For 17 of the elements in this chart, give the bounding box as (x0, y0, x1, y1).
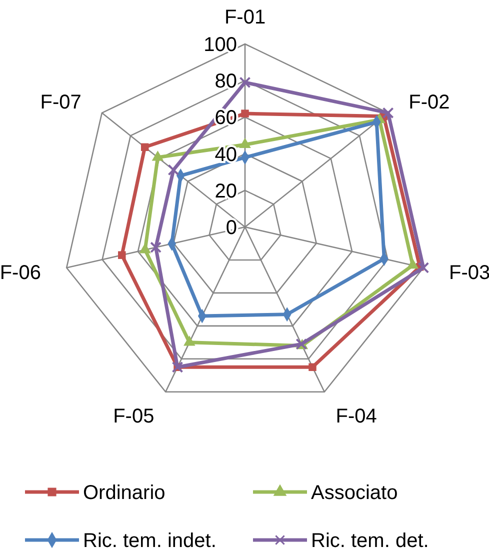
y-tick-label: 80 (214, 70, 237, 93)
legend-label: Ordinario (83, 482, 166, 504)
legend-label: Ric. tem. indet. (83, 530, 216, 552)
legend-label: Ric. tem. det. (311, 530, 429, 552)
y-tick-label: 20 (214, 180, 237, 202)
spoke-label: F-03 (449, 262, 489, 284)
y-tick-label: 40 (214, 144, 237, 166)
spoke-label: F-04 (336, 405, 377, 428)
y-tick-label: 0 (226, 217, 237, 239)
spoke-label: F-05 (113, 405, 154, 428)
spoke-label: F-07 (40, 91, 82, 114)
spoke-label: F-01 (224, 6, 266, 29)
y-tick-label: 60 (214, 107, 237, 130)
legend-label: Associato (311, 482, 398, 504)
y-tick-label: 100 (204, 34, 237, 56)
spoke-label: F-02 (408, 91, 450, 114)
spoke-label: F-06 (0, 262, 41, 284)
